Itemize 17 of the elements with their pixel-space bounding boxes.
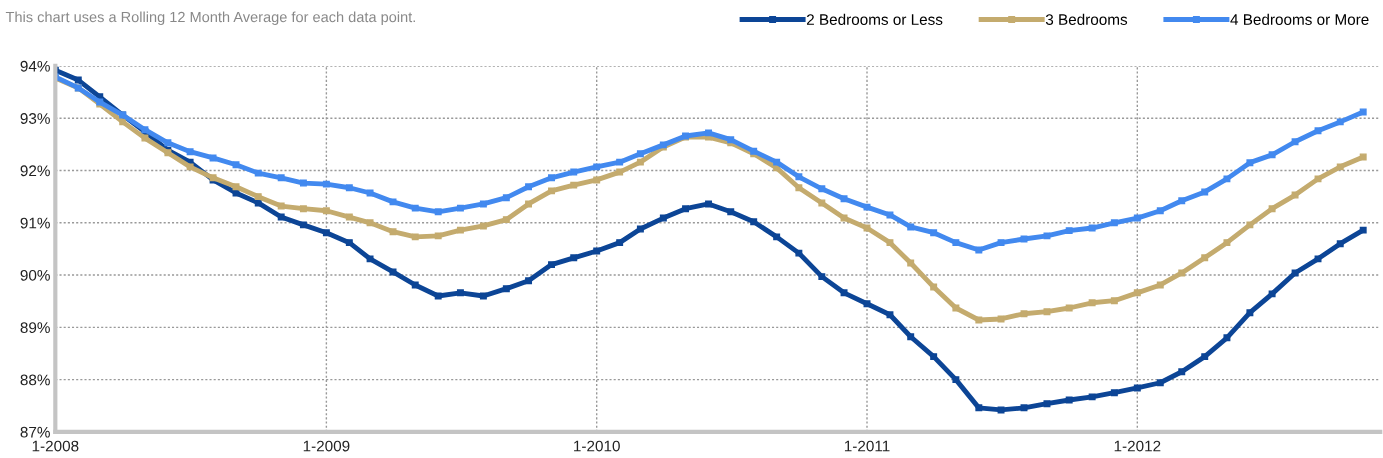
x-tick-label: 1-2012 <box>1114 440 1161 452</box>
y-tick-label: 91% <box>20 217 50 229</box>
legend-label: 4 Bedrooms or More <box>1230 13 1369 25</box>
x-tick-label: 1-2010 <box>574 440 620 452</box>
text: This chart uses a Rolling 12 Month Average for each data point. <box>5 11 415 26</box>
y-tick-label: 88% <box>20 374 50 386</box>
y-tick-label: 93% <box>20 113 50 124</box>
y-tick-label: 92% <box>20 165 50 177</box>
x-tick-label: 1-2008 <box>32 440 79 452</box>
legend-label: 3 Bedrooms <box>1045 13 1128 25</box>
legend-label: 2 Bedrooms or Less <box>806 13 943 25</box>
y-tick-label: 90% <box>20 269 50 281</box>
y-tick-label: 89% <box>20 322 50 334</box>
y-tick-label: 87% <box>20 426 50 438</box>
y-tick-label: 94% <box>20 60 50 72</box>
x-tick-label: 1-2011 <box>844 440 890 452</box>
x-tick-label: 1-2009 <box>303 440 350 452</box>
